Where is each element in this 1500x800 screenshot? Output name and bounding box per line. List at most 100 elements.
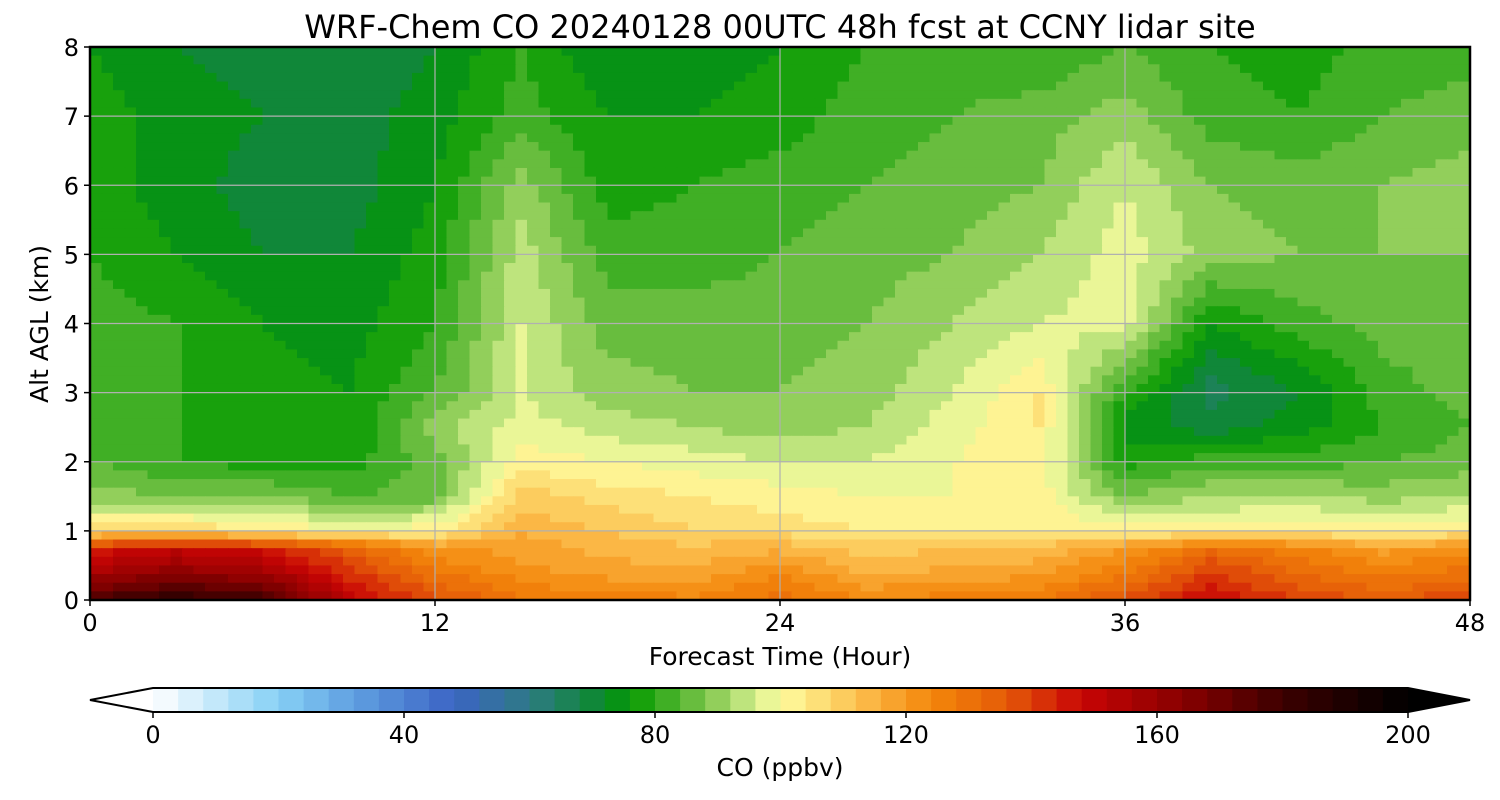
- heatmap-cell: [481, 142, 494, 152]
- heatmap-cell: [1447, 349, 1460, 359]
- heatmap-cell: [400, 383, 413, 394]
- heatmap-cell: [814, 124, 827, 135]
- heatmap-cell: [216, 401, 229, 411]
- heatmap-cell: [377, 142, 390, 152]
- heatmap-cell: [1286, 219, 1299, 230]
- heatmap-cell: [975, 280, 988, 290]
- heatmap-cell: [423, 142, 436, 152]
- heatmap-cell: [596, 306, 609, 316]
- heatmap-cell: [354, 288, 367, 299]
- heatmap-cell: [1079, 133, 1092, 143]
- heatmap-cell: [1355, 358, 1368, 368]
- heatmap-cell: [1102, 81, 1115, 91]
- heatmap-cell: [665, 185, 678, 195]
- heatmap-cell: [1447, 280, 1460, 290]
- heatmap-cell: [1182, 254, 1195, 264]
- heatmap-cell: [849, 193, 862, 204]
- heatmap-cell: [228, 159, 241, 169]
- heatmap-cell: [1171, 323, 1184, 333]
- heatmap-cell: [239, 64, 252, 74]
- heatmap-cell: [757, 297, 770, 307]
- heatmap-cell: [941, 116, 954, 126]
- heatmap-cell: [596, 133, 609, 143]
- heatmap-cell: [941, 185, 954, 195]
- heatmap-cell: [354, 150, 367, 160]
- heatmap-cell: [584, 263, 597, 273]
- heatmap-cell: [642, 383, 655, 394]
- heatmap-cell: [285, 323, 298, 333]
- heatmap-cell: [1297, 185, 1310, 195]
- heatmap-cell: [1182, 90, 1195, 100]
- heatmap-cell: [860, 263, 873, 273]
- heatmap-cell: [1182, 228, 1195, 238]
- heatmap-cell: [757, 167, 770, 178]
- heatmap-cell: [745, 159, 758, 169]
- heatmap-cell: [101, 167, 114, 178]
- heatmap-cell: [1205, 72, 1218, 83]
- heatmap-cell: [1424, 107, 1437, 117]
- heatmap-cell: [101, 288, 114, 299]
- heatmap-cell: [550, 383, 563, 394]
- heatmap-cell: [1297, 167, 1310, 178]
- heatmap-cell: [343, 237, 356, 247]
- heatmap-cell: [1309, 280, 1322, 290]
- heatmap-cell: [469, 288, 482, 299]
- heatmap-cell: [1125, 297, 1138, 307]
- heatmap-cell: [113, 133, 126, 143]
- heatmap-cell: [1412, 185, 1425, 195]
- heatmap-cell: [975, 90, 988, 100]
- heatmap-cell: [883, 288, 896, 299]
- heatmap-cell: [377, 375, 390, 385]
- heatmap-cell: [251, 176, 264, 186]
- heatmap-cell: [1033, 124, 1046, 135]
- heatmap-cell: [1136, 237, 1149, 247]
- heatmap-cell: [538, 72, 551, 83]
- heatmap-cell: [297, 159, 310, 169]
- heatmap-cell: [734, 211, 747, 221]
- heatmap-cell: [1079, 185, 1092, 195]
- heatmap-cell: [607, 211, 620, 221]
- heatmap-cell: [573, 55, 586, 65]
- heatmap-cell: [423, 176, 436, 186]
- heatmap-cell: [699, 55, 712, 65]
- heatmap-cell: [619, 150, 632, 160]
- heatmap-cell: [1263, 159, 1276, 169]
- heatmap-cell: [596, 314, 609, 325]
- heatmap-cell: [435, 159, 448, 169]
- heatmap-cell: [906, 150, 919, 160]
- heatmap-cell: [998, 107, 1011, 117]
- heatmap-cell: [1067, 263, 1080, 273]
- heatmap-cell: [1148, 271, 1161, 281]
- heatmap-cell: [423, 133, 436, 143]
- heatmap-cell: [285, 245, 298, 255]
- heatmap-cell: [837, 142, 850, 152]
- heatmap-cell: [159, 64, 172, 74]
- heatmap-cell: [1217, 375, 1230, 385]
- heatmap-cell: [1194, 116, 1207, 126]
- heatmap-cell: [412, 150, 425, 160]
- heatmap-cell: [446, 375, 459, 385]
- heatmap-cell: [1125, 245, 1138, 255]
- heatmap-cell: [584, 228, 597, 238]
- heatmap-cell: [1021, 263, 1034, 273]
- heatmap-cell: [814, 193, 827, 204]
- heatmap-cell: [1366, 90, 1379, 100]
- heatmap-cell: [722, 237, 735, 247]
- heatmap-cell: [515, 383, 528, 394]
- heatmap-cell: [205, 55, 218, 65]
- heatmap-cell: [446, 133, 459, 143]
- heatmap-cell: [1274, 142, 1287, 152]
- heatmap-cell: [1194, 142, 1207, 152]
- heatmap-cell: [1435, 383, 1448, 394]
- heatmap-cell: [987, 55, 1000, 65]
- heatmap-cell: [1412, 90, 1425, 100]
- heatmap-cell: [1217, 55, 1230, 65]
- heatmap-cell: [688, 167, 701, 178]
- heatmap-cell: [1148, 383, 1161, 394]
- heatmap-cell: [803, 237, 816, 247]
- heatmap-cell: [780, 306, 793, 316]
- heatmap-cell: [642, 271, 655, 281]
- heatmap-cell: [745, 332, 758, 342]
- heatmap-cell: [320, 340, 333, 351]
- heatmap-cell: [285, 159, 298, 169]
